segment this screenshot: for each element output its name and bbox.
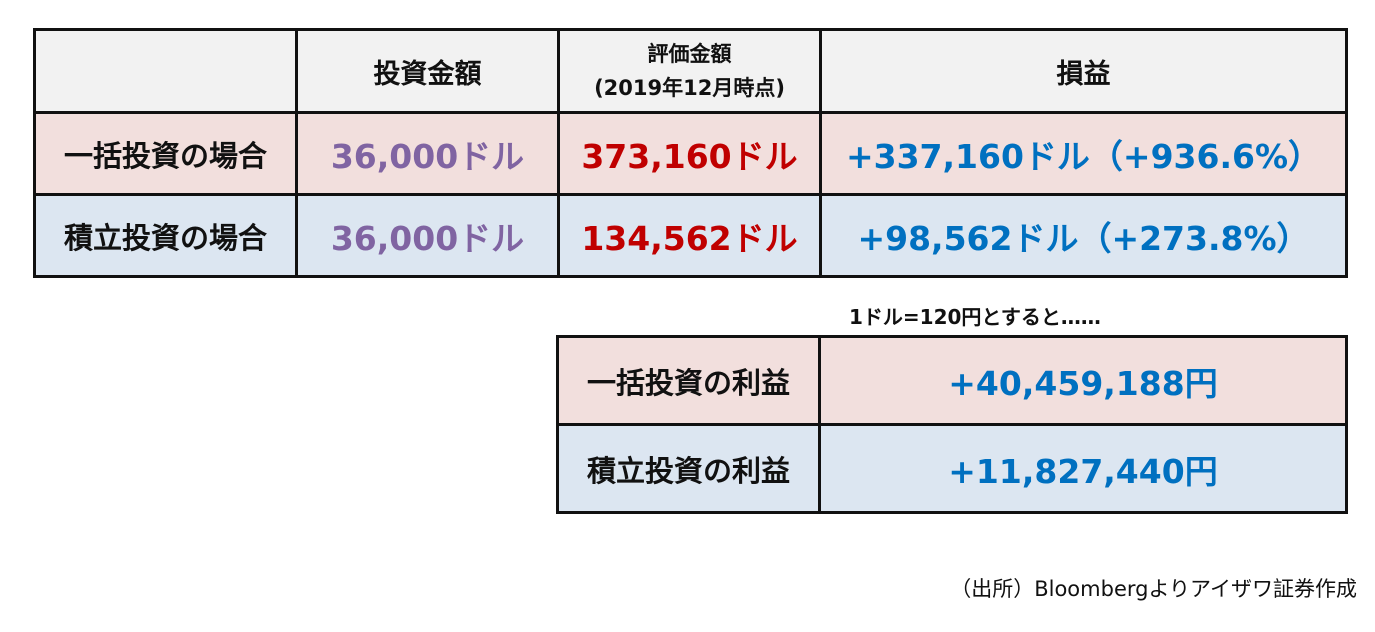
source-note: （出所）Bloombergよりアイザワ証券作成 bbox=[950, 577, 1357, 601]
header-valuation-date: (2019年12月時点) bbox=[594, 76, 785, 100]
profit-loss-amount: +337,160ドル（+936.6%） bbox=[819, 111, 1348, 196]
header-profit-loss: 損益 bbox=[819, 28, 1348, 114]
header-empty-cell bbox=[33, 28, 298, 114]
yen-profit-value: +40,459,188円 bbox=[818, 335, 1348, 426]
yen-profit-value: +11,827,440円 bbox=[818, 423, 1348, 514]
row-label: 積立投資の利益 bbox=[556, 423, 821, 514]
header-valuation-label: 評価金額 bbox=[647, 42, 732, 66]
exchange-rate-note: 1ドル=120円とすると…… bbox=[849, 305, 1101, 329]
header-valuation: 評価金額 (2019年12月時点) bbox=[557, 28, 822, 114]
row-label: 一括投資の場合 bbox=[33, 111, 298, 196]
header-investment: 投資金額 bbox=[295, 28, 560, 114]
table-row-installment: 積立投資の場合 36,000ドル 134,562ドル +98,562ドル（+27… bbox=[33, 193, 1348, 278]
table-row-installment-yen: 積立投資の利益 +11,827,440円 bbox=[556, 423, 1348, 514]
valuation-amount: 134,562ドル bbox=[557, 193, 822, 278]
valuation-amount: 373,160ドル bbox=[557, 111, 822, 196]
table-row-lump-sum-yen: 一括投資の利益 +40,459,188円 bbox=[556, 335, 1348, 426]
profit-loss-amount: +98,562ドル（+273.8%） bbox=[819, 193, 1348, 278]
row-label: 積立投資の場合 bbox=[33, 193, 298, 278]
comparison-table: 投資金額 評価金額 (2019年12月時点) 損益 一括投資の場合 36,000… bbox=[33, 28, 1348, 278]
table-header-row: 投資金額 評価金額 (2019年12月時点) 損益 bbox=[33, 28, 1348, 114]
yen-profit-table: 一括投資の利益 +40,459,188円 積立投資の利益 +11,827,440… bbox=[556, 335, 1348, 514]
header-profit-loss-label: 損益 bbox=[1056, 58, 1111, 90]
row-label: 一括投資の利益 bbox=[556, 335, 821, 426]
investment-amount: 36,000ドル bbox=[295, 193, 560, 278]
table-row-lump-sum: 一括投資の場合 36,000ドル 373,160ドル +337,160ドル（+9… bbox=[33, 111, 1348, 196]
investment-amount: 36,000ドル bbox=[295, 111, 560, 196]
header-investment-label: 投資金額 bbox=[373, 58, 482, 90]
